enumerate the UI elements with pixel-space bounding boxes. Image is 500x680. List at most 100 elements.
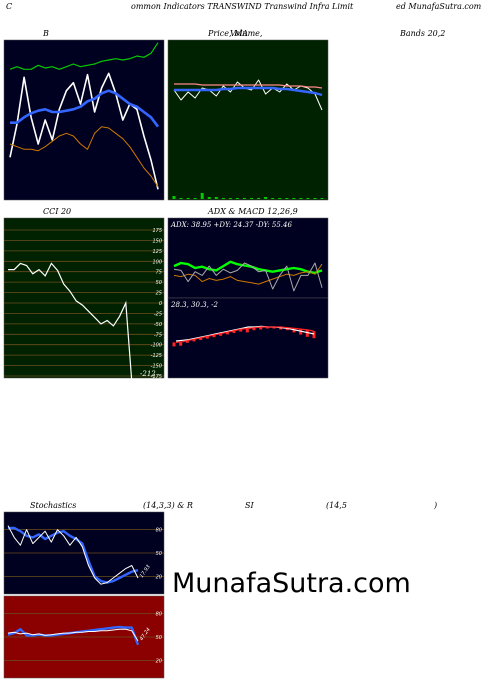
volume-bar [306, 198, 310, 199]
bands-title: Bands 20,2 [400, 29, 446, 38]
volume-bar [292, 198, 296, 199]
adx-panel [167, 217, 329, 299]
cci-tick-label: -50 [154, 322, 162, 328]
macd-histogram-bar [199, 337, 203, 340]
header-left: C [6, 2, 13, 11]
rsi-tick-label: 50 [156, 635, 162, 641]
macd-values-label: 28.3, 30.3, -2 [170, 301, 218, 309]
macd-histogram-bar [259, 327, 263, 330]
volume-bar [207, 197, 211, 199]
cci-panel [3, 217, 165, 379]
volume-bar [299, 198, 303, 199]
volume-bar [285, 198, 289, 199]
macd-histogram-bar [225, 331, 229, 335]
price-ma-series-line-2 [174, 86, 323, 97]
cci-tick-label: 150 [152, 238, 162, 244]
adx-values-label: ADX: 38.95 +DY: 24.37 -DY: 55.46 [170, 221, 292, 229]
volume-title: Volume, [230, 29, 263, 38]
volume-bar [200, 193, 204, 199]
macd-histogram-bar [212, 334, 216, 338]
stochastics-tick-label: 80 [156, 528, 162, 534]
volume-bar [313, 198, 317, 199]
macd-histogram-bar [265, 327, 269, 329]
rsi-params-close: ) [434, 501, 438, 510]
macd-histogram-bar [272, 327, 276, 329]
macd-histogram-bar [205, 336, 209, 339]
rsi-tick-label: 80 [156, 612, 162, 618]
macd-panel [167, 297, 329, 379]
volume-bar [278, 198, 282, 199]
stochastics-tick-label: 50 [156, 551, 162, 557]
rsi-title: SI [245, 501, 254, 510]
volume-bar [179, 198, 183, 199]
macd-histogram-bar [245, 328, 249, 333]
rsi-params: (14,5 [326, 501, 347, 510]
header-middle: ommon Indicators TRANSWIND Transwind Inf… [131, 2, 354, 11]
rsi-series-line-2 [7, 628, 139, 642]
volume-bar [235, 198, 239, 199]
adx-macd-title: ADX & MACD 12,26,9 [208, 207, 298, 216]
volume-bar [186, 198, 190, 199]
bollinger-b-series-line-2 [10, 89, 160, 128]
macd-histogram-bar [292, 328, 296, 333]
bollinger-b-series-line-3 [9, 126, 159, 187]
cci-last-value: -212 [140, 370, 156, 378]
volume-bar [228, 198, 232, 199]
volume-bar [172, 196, 176, 199]
volume-bar [257, 198, 261, 199]
cci-tick-label: -25 [154, 311, 162, 317]
price-ma-title: Price, MA [208, 29, 249, 38]
cci-tick-label: -100 [151, 343, 162, 349]
cci-tick-label: -150 [151, 364, 162, 370]
cci-tick-label: 100 [152, 259, 162, 265]
volume-bar [221, 198, 225, 199]
rsi-tick-label: 20 [156, 658, 162, 664]
cci-series-line-1 [8, 262, 133, 385]
volume-bar [250, 198, 253, 199]
volume-bar [271, 198, 275, 199]
cci-tick-label: -125 [151, 353, 162, 359]
price-ma-panel [167, 39, 329, 201]
cci-tick-label: 0 [159, 301, 162, 307]
volume-bar [214, 197, 218, 199]
cci-tick-label: 175 [152, 228, 162, 234]
bollinger-b-title: B [43, 29, 49, 38]
macd-histogram-bar [232, 330, 236, 333]
volume-bar [320, 198, 324, 199]
macd-series-line-1 [175, 325, 315, 342]
macd-histogram-bar [299, 329, 303, 335]
cci-tick-label: -175 [151, 374, 162, 380]
cci-tick-label: 50 [156, 280, 162, 286]
cci-tick-label: 75 [156, 270, 162, 276]
macd-histogram-bar [185, 340, 189, 343]
stochastics-tick-label: 20 [156, 574, 162, 580]
cci-tick-label: -75 [154, 332, 162, 338]
macd-series-line-2 [175, 326, 315, 343]
cci-tick-label: 25 [156, 291, 162, 297]
stochastics-params: (14,3,3) & R [143, 501, 193, 510]
cci-title: CCI 20 [43, 207, 72, 216]
bollinger-b-panel [3, 39, 165, 201]
volume-bar [243, 198, 246, 199]
macd-histogram-bar [252, 327, 256, 331]
volume-bar [193, 198, 197, 199]
macd-histogram-bar [312, 331, 316, 339]
macd-histogram-bar [239, 329, 243, 332]
header-right: ed MunafaSutra.com [396, 2, 482, 11]
macd-histogram-bar [172, 342, 176, 347]
adx-series-line-3 [173, 262, 323, 292]
watermark: MunafaSutra.com [172, 568, 411, 599]
macd-histogram-bar [179, 341, 183, 346]
macd-histogram-bar [219, 333, 223, 336]
stochastics-title: Stochastics [30, 501, 77, 510]
bollinger-b-series-line-4 [9, 42, 159, 70]
adx-series-line-2 [173, 263, 323, 285]
macd-histogram-bar [305, 329, 309, 337]
macd-histogram-bar [192, 338, 196, 342]
stochastics-series-line-2 [7, 525, 139, 585]
adx-series-line-1 [173, 260, 323, 275]
volume-bar [264, 197, 268, 199]
price-ma-series-line-3 [174, 83, 323, 89]
cci-tick-label: 125 [152, 249, 162, 255]
